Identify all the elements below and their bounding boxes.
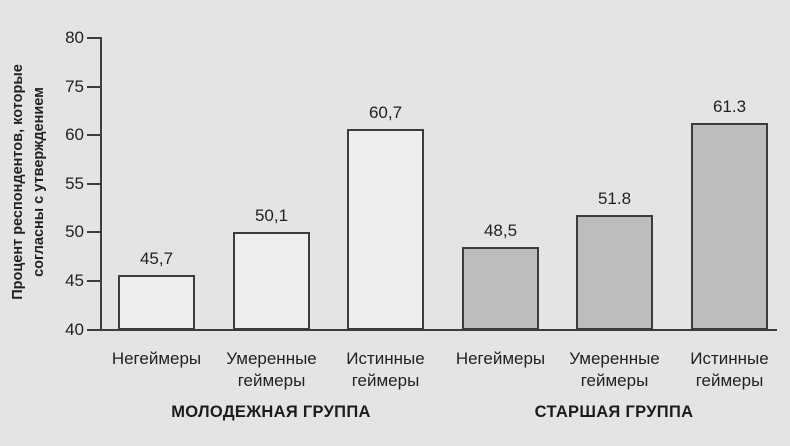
x-axis-baseline — [87, 329, 777, 331]
y-tick-label-40: 40 — [65, 319, 84, 339]
bar-value-label: 51.8 — [597, 189, 632, 209]
y-tick-label-75: 75 — [65, 76, 84, 96]
bar-value-label: 61.3 — [712, 96, 747, 116]
category-label: Истинные геймеры — [346, 349, 425, 390]
bar-value-label: 50,1 — [254, 205, 289, 225]
y-tick-mark-80 — [87, 37, 101, 39]
category-label: Негеймеры — [111, 349, 202, 368]
category-label: Негеймеры — [455, 349, 546, 368]
category-label: Умеренные геймеры — [226, 349, 317, 390]
y-axis-title-line1: Процент респондентов, которые — [10, 64, 26, 300]
group-title-youth: МОЛОДЕЖНАЯ ГРУППА — [171, 403, 371, 421]
y-tick-mark-60 — [87, 134, 101, 137]
y-tick-label-60: 60 — [65, 125, 84, 145]
y-tick-label-80: 80 — [65, 28, 84, 47]
bar-older-1 — [576, 215, 653, 330]
y-tick-mark-55 — [87, 182, 101, 185]
y-tick-mark-45 — [87, 280, 101, 282]
bar-older-0 — [462, 247, 539, 330]
bar-value-label: 45,7 — [139, 248, 174, 268]
y-tick-mark-40 — [87, 328, 101, 331]
bar-youth-0 — [118, 274, 195, 330]
y-tick-label-50: 50 — [65, 222, 84, 242]
bar-value-label: 60,7 — [368, 102, 403, 122]
y-axis-line — [100, 37, 102, 331]
bar-youth-1 — [233, 231, 310, 330]
category-label: Умеренные геймеры — [569, 349, 660, 390]
y-tick-label-45: 45 — [65, 271, 84, 290]
bar-value-label: 48,5 — [483, 221, 518, 241]
bar-youth-2 — [347, 128, 424, 330]
group-title-older: СТАРШАЯ ГРУППА — [534, 403, 694, 421]
bar-older-2 — [691, 122, 768, 330]
category-label: Истинные геймеры — [690, 349, 769, 390]
y-tick-label-55: 55 — [65, 173, 84, 193]
y-tick-mark-75 — [87, 85, 101, 88]
y-tick-mark-50 — [87, 231, 101, 234]
